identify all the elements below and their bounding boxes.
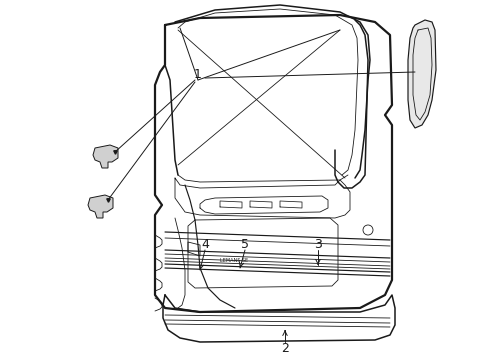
Polygon shape bbox=[408, 20, 436, 128]
Text: LEMANS SE: LEMANS SE bbox=[220, 257, 248, 262]
Text: 4: 4 bbox=[201, 238, 209, 252]
Polygon shape bbox=[88, 195, 113, 218]
Text: 2: 2 bbox=[281, 342, 289, 355]
Text: 1: 1 bbox=[194, 68, 202, 81]
Text: 3: 3 bbox=[314, 238, 322, 252]
Polygon shape bbox=[93, 145, 118, 168]
Text: 5: 5 bbox=[241, 238, 249, 252]
